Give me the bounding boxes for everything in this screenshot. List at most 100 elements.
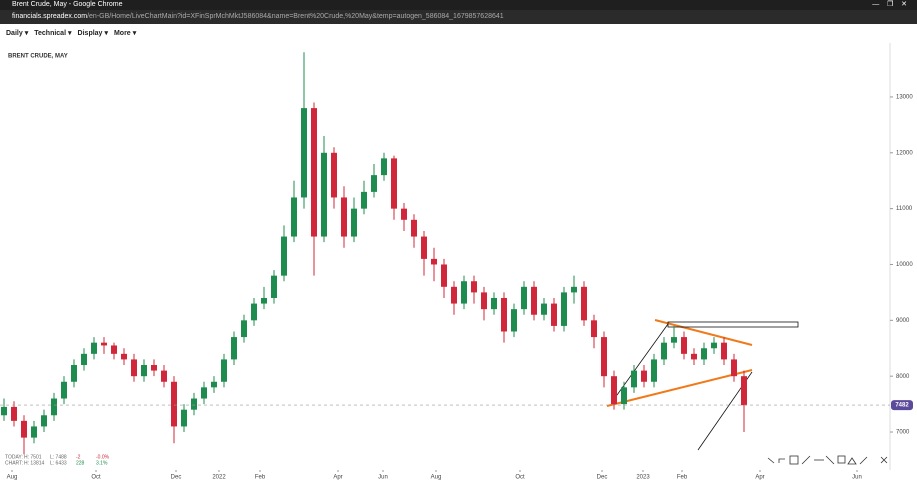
candle-body [111, 345, 117, 354]
candle-body [391, 158, 397, 209]
candle-body [41, 415, 47, 427]
candle-body [221, 359, 227, 382]
candle-body [681, 337, 687, 354]
stat-pct: 3.1% [96, 460, 108, 466]
candle-body [271, 275, 277, 298]
x-tick-label: Aug [7, 475, 18, 481]
y-tick-label: 11000 [896, 206, 913, 212]
drawn-rectangle [667, 321, 799, 328]
x-tick-label: Apr [755, 475, 764, 481]
stat-change: 228 [76, 460, 85, 466]
candle-body [551, 303, 557, 326]
y-tick-label: 10000 [896, 262, 913, 268]
y-tick-label: 12000 [896, 150, 913, 156]
title-bar: Brent Crude, May - Google Chrome — ❐ ✕ [0, 0, 917, 10]
candle-body [571, 286, 577, 293]
candle-body [301, 108, 307, 198]
stat-pct: -0.0% [96, 454, 110, 460]
menu[interactable]: Technical [34, 30, 67, 37]
y-tick-label: 7000 [896, 430, 910, 436]
candle-body [421, 236, 427, 259]
host: financials.spreadex.com [12, 13, 88, 20]
window-title: Brent Crude, May - Google Chrome [12, 1, 123, 8]
toolbar: Daily ▾ Technical ▾ Display ▾ More ▾ [0, 26, 917, 42]
trend-line [654, 319, 753, 346]
stat-label: CHART: [5, 460, 23, 466]
y-tick-label: 13000 [896, 95, 913, 101]
menu[interactable]: More [113, 30, 131, 37]
candle-body [731, 359, 737, 377]
candle-body [501, 297, 507, 332]
candle-body [711, 342, 717, 349]
candle-body [101, 342, 107, 346]
candle-body [581, 286, 587, 321]
candle-body [621, 387, 627, 405]
dropdown-arrow[interactable]: ▾ [24, 30, 29, 37]
candle-body [651, 359, 657, 382]
candle-body [61, 381, 67, 399]
candle-body [11, 406, 17, 421]
candle-body [251, 303, 257, 321]
last-price-label: 7482 [895, 403, 909, 409]
drawing-tools[interactable] [767, 455, 888, 465]
menu[interactable]: Display [77, 30, 103, 37]
candle-body [451, 286, 457, 304]
url-path: /en-GB/Home/LiveChartMain?id=XFinSprMchM… [87, 13, 504, 20]
candle-body [431, 258, 437, 265]
candle-body [691, 353, 697, 360]
candle-body [471, 281, 477, 293]
candle-body [231, 337, 237, 360]
candle-body [511, 309, 517, 332]
candle-body [311, 108, 317, 237]
x-tick-label: Jun [378, 475, 388, 481]
stat-high: H: 13814 [24, 460, 45, 466]
candle-body [171, 381, 177, 427]
x-tick-label: 2022 [212, 475, 226, 481]
trend-line [606, 369, 753, 407]
stat-low: L: 6433 [50, 460, 67, 466]
dropdown-arrow[interactable]: ▾ [132, 30, 137, 37]
dropdown-arrow[interactable]: ▾ [104, 30, 108, 37]
candle-body [321, 152, 327, 237]
candle-body [31, 426, 37, 438]
dropdown-arrow[interactable]: ▾ [68, 30, 72, 37]
x-tick-label: Dec [597, 475, 608, 481]
candle-body [601, 337, 607, 377]
x-tick-label: Feb [255, 475, 266, 481]
candle-body [411, 219, 417, 237]
candle-body [491, 297, 497, 310]
candle-body [381, 158, 387, 176]
candle-body [191, 398, 197, 410]
candle-body [141, 365, 147, 377]
candle-body [1, 406, 7, 416]
address-bar[interactable]: financials.spreadex.com/en-GB/Home/LiveC… [0, 10, 917, 24]
candle-body [161, 370, 167, 382]
stat-label: TODAY: [5, 454, 23, 460]
candle-body [661, 342, 667, 360]
candle-body [181, 409, 187, 427]
y-tick-label: 9000 [896, 318, 910, 324]
y-tick-label: 8000 [896, 374, 910, 380]
stats: TODAY: H: 7501 L: 7488 -2 -0.0% CHART: H: 1381… [5, 454, 110, 466]
menu[interactable]: Daily [6, 30, 23, 37]
candle-body [741, 376, 747, 406]
candle-body [241, 320, 247, 338]
candle-body [261, 297, 267, 304]
candle-body [461, 281, 467, 304]
candle-body [611, 376, 617, 405]
candle-body [591, 320, 597, 338]
candle-body [561, 292, 567, 326]
candle-body [721, 342, 727, 360]
last-price-box [891, 400, 913, 411]
candle-body [531, 286, 537, 315]
window-controls[interactable]: — ❐ ✕ [872, 1, 907, 8]
stat-low: L: 7488 [50, 454, 67, 460]
x-tick-label: Oct [515, 475, 525, 481]
candle-body [21, 420, 27, 438]
candle-body [291, 197, 297, 237]
candle-body [131, 359, 137, 377]
candle-body [151, 365, 157, 371]
candle-body [481, 292, 487, 310]
